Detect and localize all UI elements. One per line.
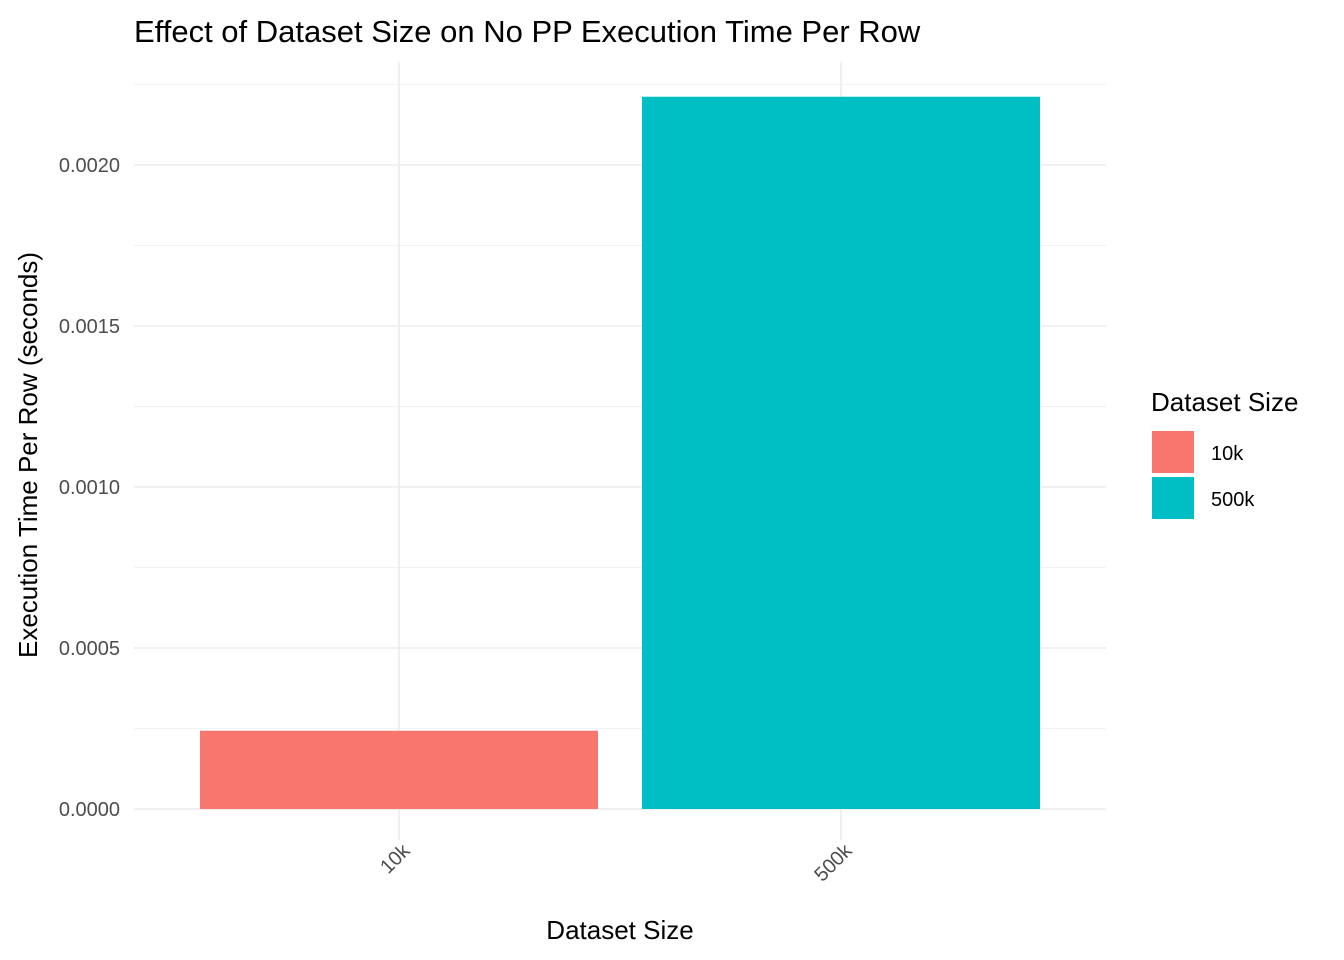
- legend-label: 500k: [1211, 489, 1255, 511]
- legend-title: Dataset Size: [1151, 387, 1298, 417]
- legend-label: 10k: [1211, 443, 1244, 465]
- y-axis-ticks: 0.0000 0.0005 0.0010 0.0015 0.0020: [59, 155, 120, 821]
- x-axis-ticks: 10k 500k: [376, 839, 857, 886]
- y-tick-label: 0.0010: [59, 477, 120, 499]
- y-tick-label: 0.0000: [59, 799, 120, 821]
- bar-10k: [200, 730, 598, 809]
- y-axis-title: Execution Time Per Row (seconds): [13, 252, 43, 658]
- bars: [200, 96, 1040, 809]
- legend-key-500k: [1152, 477, 1194, 519]
- chart-title: Effect of Dataset Size on No PP Executio…: [134, 14, 921, 49]
- legend: Dataset Size 10k 500k: [1151, 387, 1298, 519]
- x-tick-label: 500k: [810, 839, 857, 886]
- x-tick-label: 10k: [376, 839, 415, 878]
- legend-key-10k: [1152, 431, 1194, 473]
- bar-500k: [642, 96, 1040, 809]
- y-tick-label: 0.0020: [59, 155, 120, 177]
- x-axis-title: Dataset Size: [546, 915, 693, 945]
- y-tick-label: 0.0015: [59, 316, 120, 338]
- y-tick-label: 0.0005: [59, 638, 120, 660]
